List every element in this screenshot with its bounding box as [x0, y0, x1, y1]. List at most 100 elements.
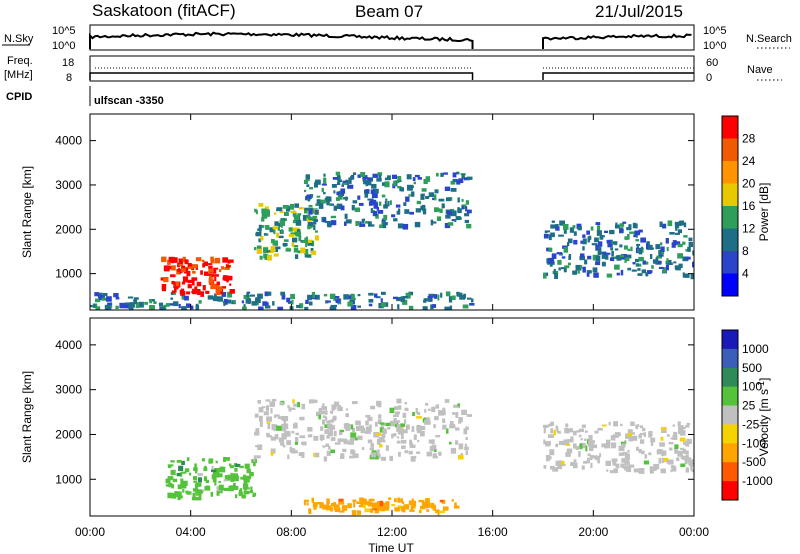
echo-cell	[208, 273, 212, 276]
echo-cell	[197, 473, 203, 476]
echo-cell	[290, 210, 297, 214]
echo-cell	[570, 461, 575, 466]
echo-cell	[313, 506, 317, 510]
echo-cell	[597, 459, 600, 464]
colorbar-swatch	[722, 138, 738, 162]
echo-cell	[558, 234, 564, 237]
ytick-label: 2000	[55, 222, 82, 236]
echo-cell	[291, 430, 295, 434]
echo-cell	[557, 259, 562, 265]
echo-cell	[226, 277, 229, 283]
echo-cell	[442, 424, 447, 430]
echo-cell	[282, 416, 289, 422]
power-panel: 1000 2000 3000 4000 Slant Range [km] 28 24 20…	[20, 113, 771, 311]
echo-cell	[584, 259, 588, 265]
echo-cell	[561, 256, 566, 259]
echo-cell	[420, 193, 425, 196]
echo-cell	[185, 490, 189, 494]
echo-cell	[451, 499, 454, 502]
echo-cell	[227, 259, 234, 263]
echo-cell	[655, 257, 659, 260]
echo-cell	[211, 465, 214, 471]
echo-cell	[567, 242, 570, 247]
echo-cell	[261, 217, 265, 222]
echo-cell	[105, 296, 112, 302]
echo-cell	[384, 504, 390, 509]
echo-cell	[410, 456, 416, 462]
echo-cell	[181, 281, 186, 285]
echo-cell	[627, 248, 631, 251]
echo-cell	[417, 439, 420, 443]
echo-cell	[255, 231, 262, 237]
echo-cell	[256, 245, 262, 249]
echo-cell	[349, 294, 355, 299]
echo-cell	[432, 504, 436, 511]
echo-cell	[567, 238, 573, 244]
colorbar-tick-label: -100	[742, 436, 766, 450]
echo-cell	[304, 306, 309, 310]
echo-cell	[464, 446, 469, 451]
echo-cell	[307, 239, 313, 246]
echo-cell	[294, 203, 299, 208]
echo-cell	[673, 431, 678, 436]
echo-cell	[413, 434, 417, 440]
echo-cell	[407, 184, 413, 191]
echo-cell	[192, 492, 196, 499]
echo-cell	[193, 480, 198, 483]
echo-cell	[113, 293, 119, 298]
colorbar-swatch	[722, 443, 738, 463]
echo-cell	[661, 457, 664, 464]
echo-cell	[666, 247, 669, 252]
echo-cell	[573, 443, 577, 449]
echo-cell	[458, 454, 464, 460]
echo-cell	[371, 224, 375, 227]
echo-cell	[243, 491, 249, 495]
echo-cell	[553, 268, 556, 275]
echo-cell	[659, 442, 665, 447]
echo-cell	[341, 505, 348, 511]
echo-cell	[396, 440, 401, 444]
echo-cell	[660, 242, 663, 246]
velocity-heatmap	[165, 398, 694, 516]
echo-cell	[304, 189, 307, 193]
echo-cell	[326, 498, 330, 505]
echo-cell	[620, 423, 623, 426]
echo-cell	[367, 501, 373, 507]
echo-cell	[377, 404, 382, 408]
echo-cell	[590, 455, 595, 459]
echo-cell	[644, 454, 648, 459]
beam-label: Beam 07	[355, 2, 423, 21]
echo-cell	[586, 270, 592, 274]
echo-cell	[638, 256, 644, 262]
echo-cell	[397, 304, 400, 310]
echo-cell	[417, 177, 422, 180]
echo-cell	[577, 225, 582, 231]
echo-cell	[438, 451, 442, 456]
echo-cell	[270, 448, 276, 454]
echo-cell	[405, 424, 410, 430]
echo-cell	[587, 457, 590, 464]
echo-cell	[160, 277, 165, 281]
echo-cell	[642, 427, 646, 432]
echo-cell	[107, 302, 112, 306]
echo-cell	[133, 297, 139, 300]
echo-cell	[330, 437, 336, 441]
echo-cell	[374, 508, 379, 514]
echo-cell	[595, 244, 599, 251]
echo-cell	[180, 268, 186, 272]
echo-cell	[661, 450, 667, 456]
echo-cell	[331, 408, 336, 411]
echo-cell	[257, 228, 260, 231]
echo-cell	[192, 280, 195, 286]
echo-cell	[311, 250, 317, 255]
echo-cell	[274, 414, 280, 417]
echo-cell	[170, 460, 175, 463]
echo-cell	[356, 510, 361, 515]
echo-cell	[124, 303, 131, 309]
echo-cell	[610, 442, 617, 449]
echo-cell	[457, 406, 460, 409]
echo-cell	[222, 257, 229, 263]
echo-cell	[325, 196, 330, 201]
echo-cell	[378, 174, 382, 181]
echo-cell	[218, 288, 224, 295]
